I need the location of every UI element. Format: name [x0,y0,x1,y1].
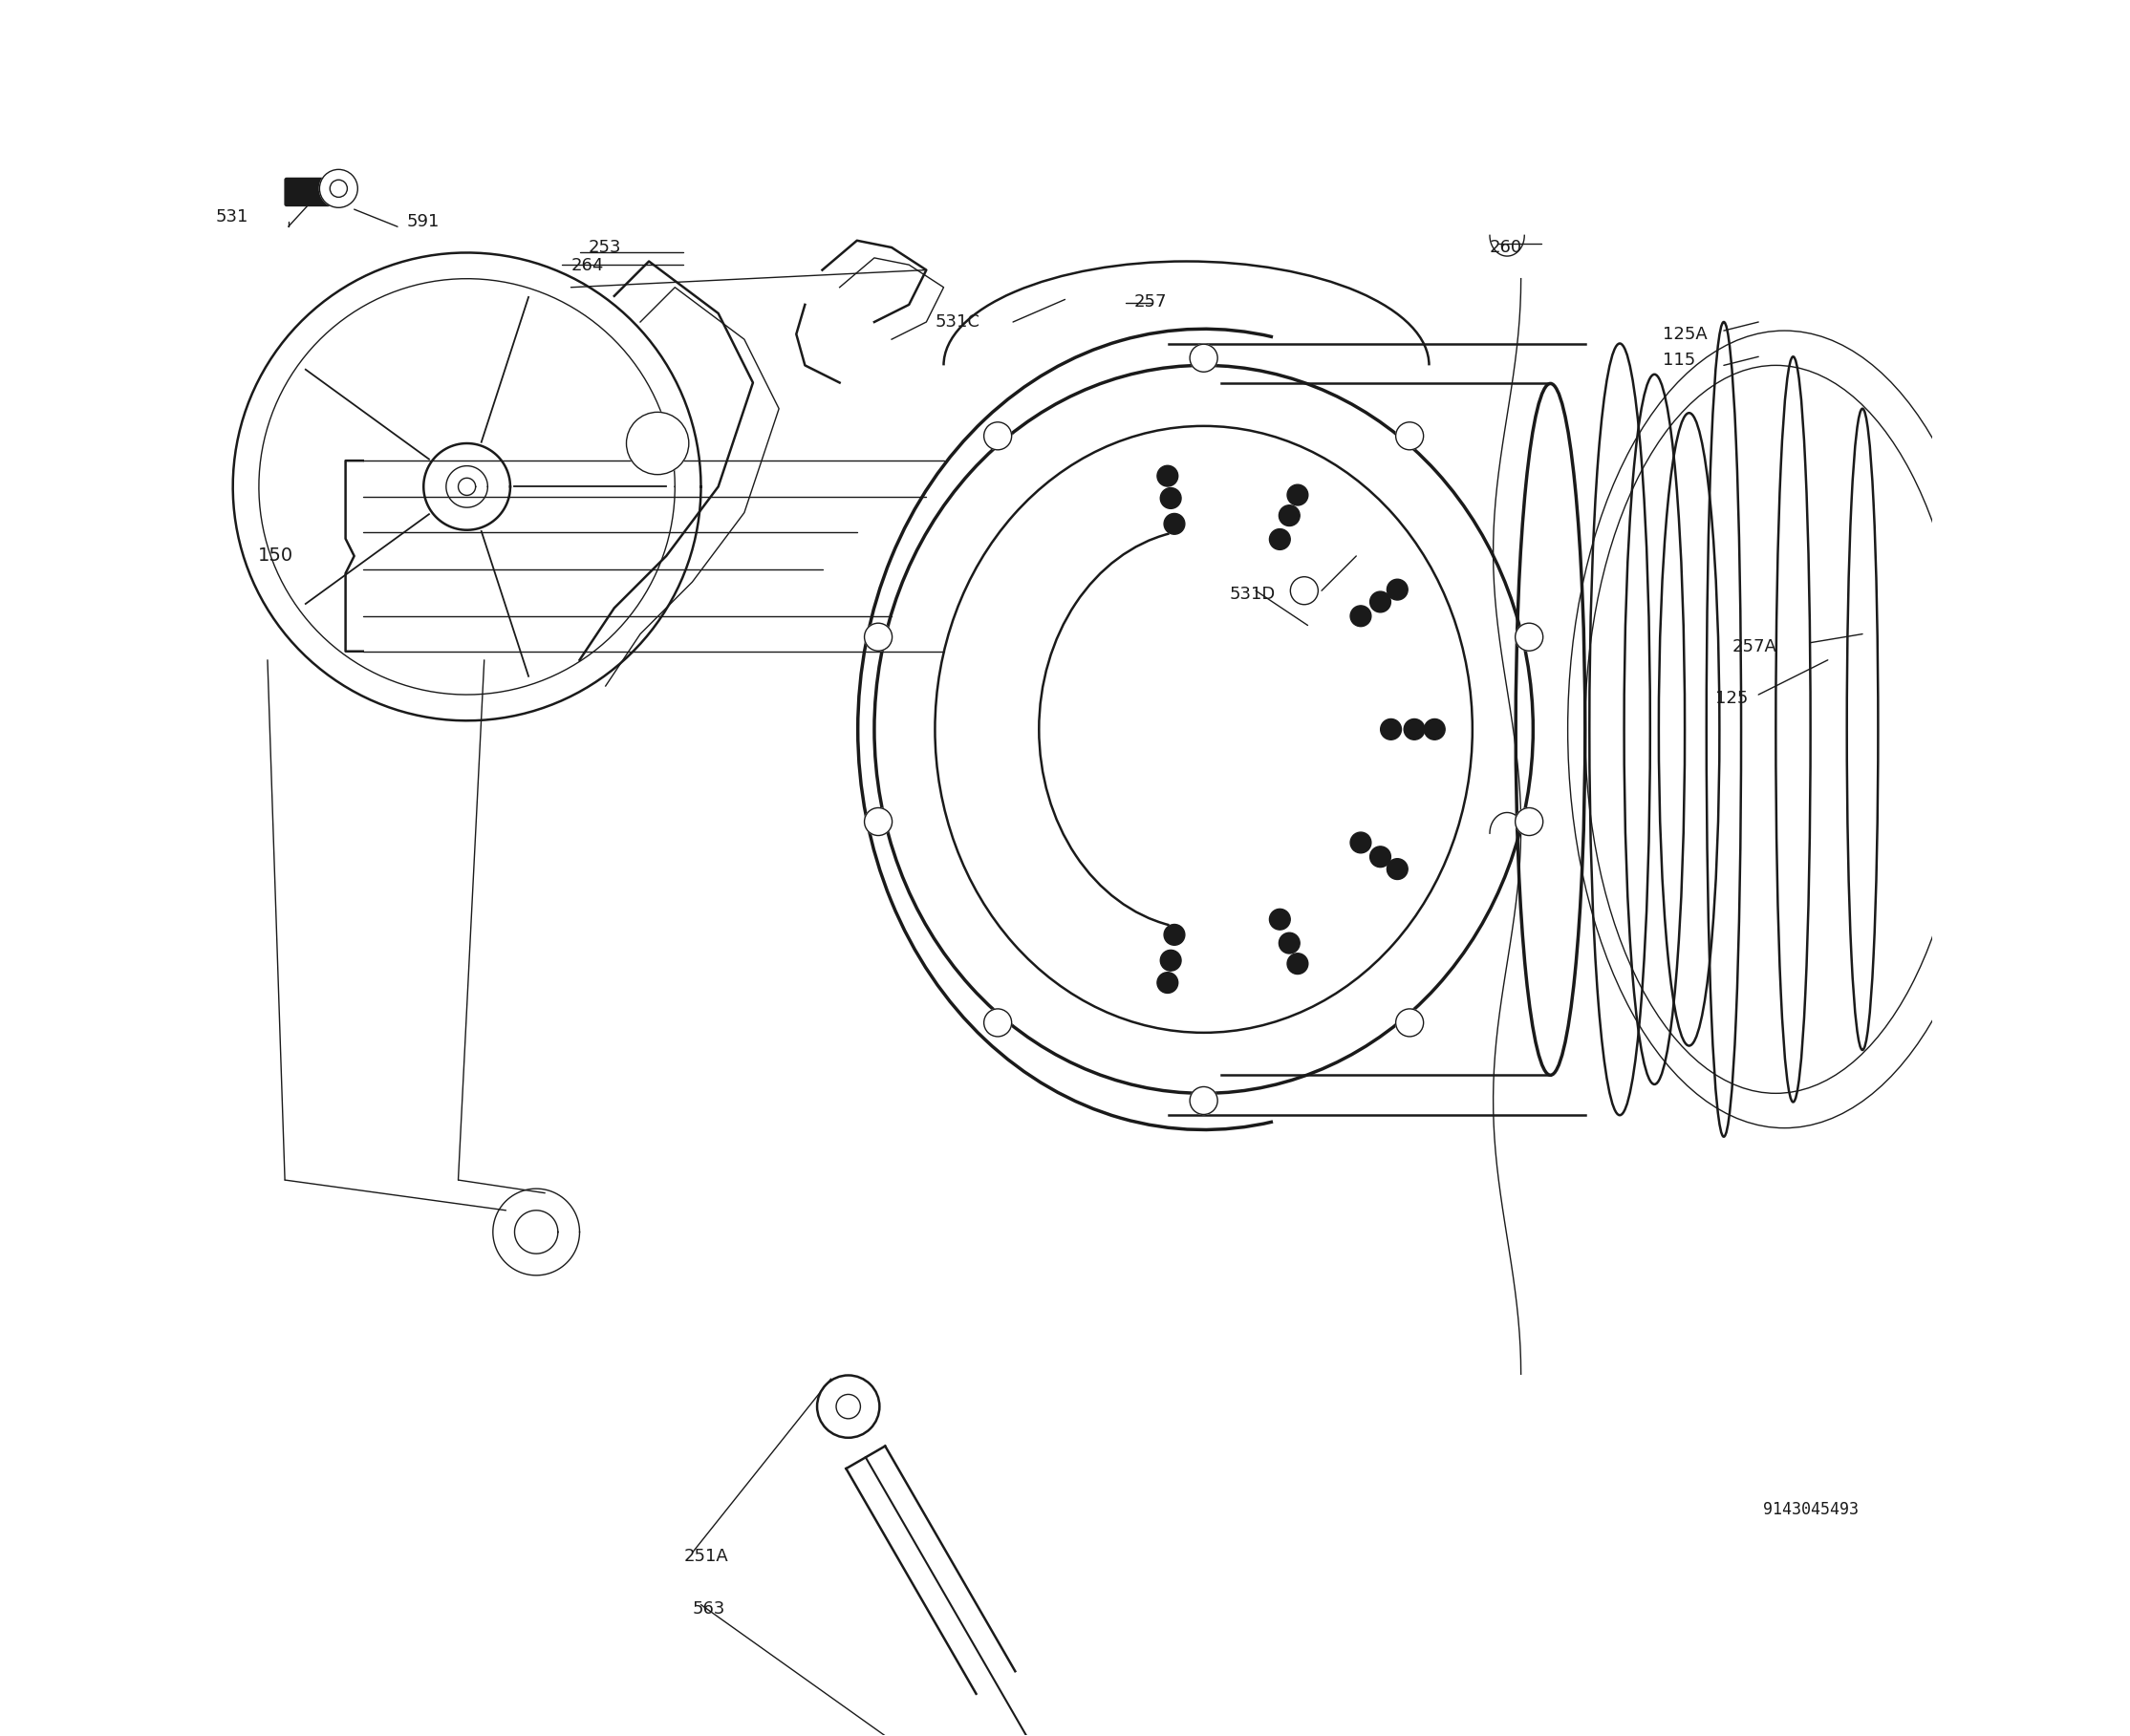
Circle shape [1387,580,1408,601]
Circle shape [1157,465,1178,486]
Text: 257: 257 [1135,293,1167,311]
Circle shape [1514,623,1542,651]
Circle shape [1163,514,1184,535]
Text: 531D: 531D [1229,587,1276,602]
Text: 125A: 125A [1664,326,1708,344]
Circle shape [1395,1009,1423,1036]
Circle shape [984,422,1012,450]
Circle shape [1163,924,1184,944]
FancyBboxPatch shape [285,179,330,207]
Text: 150: 150 [258,547,294,566]
Text: 251A: 251A [684,1549,728,1566]
Circle shape [626,411,688,474]
Text: 257A: 257A [1732,637,1776,654]
Text: 264: 264 [571,257,603,274]
Circle shape [1395,422,1423,450]
Circle shape [1278,505,1299,526]
Text: 9143045493: 9143045493 [1764,1500,1857,1517]
Text: 115: 115 [1664,352,1695,370]
Circle shape [1269,910,1291,930]
Circle shape [1387,859,1408,880]
Circle shape [1287,953,1308,974]
Text: 531C: 531C [935,314,980,332]
Text: 260: 260 [1489,240,1523,257]
Circle shape [1287,484,1308,505]
Circle shape [1269,529,1291,550]
Circle shape [1191,344,1218,372]
Circle shape [1350,832,1372,852]
Text: 253: 253 [588,240,622,257]
Circle shape [1278,932,1299,953]
Circle shape [1291,576,1318,604]
Circle shape [1370,592,1391,613]
Circle shape [1370,847,1391,868]
Circle shape [1404,719,1425,740]
Text: 125: 125 [1715,689,1749,707]
Circle shape [1380,719,1402,740]
Circle shape [865,807,892,835]
Text: 591: 591 [407,214,439,231]
Circle shape [1157,972,1178,993]
Circle shape [1425,719,1444,740]
Text: 563: 563 [692,1601,724,1618]
Circle shape [1350,606,1372,627]
Circle shape [1514,807,1542,835]
Circle shape [865,623,892,651]
Circle shape [1161,488,1182,509]
Circle shape [1161,950,1182,970]
Circle shape [1191,1087,1218,1115]
Circle shape [984,1009,1012,1036]
Circle shape [320,170,358,208]
Text: 531: 531 [215,208,249,226]
